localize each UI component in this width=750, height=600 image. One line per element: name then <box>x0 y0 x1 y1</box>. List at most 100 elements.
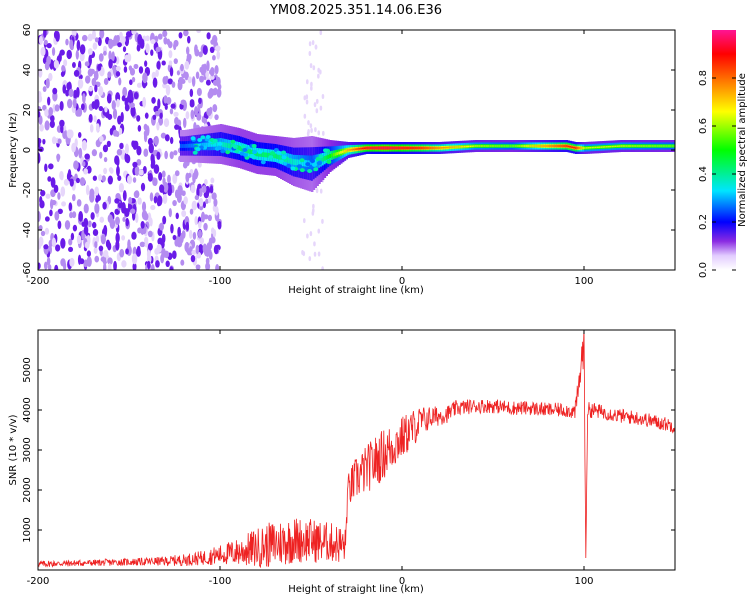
spectrogram-cell <box>551 145 554 147</box>
spectrogram-cell <box>39 196 43 205</box>
colorbar-tick-label: 0.4 <box>698 166 709 182</box>
spectrogram-cell <box>317 228 321 234</box>
spectrogram-cell <box>175 212 179 220</box>
spectrogram-cell <box>647 145 651 147</box>
spectrogram-cell <box>115 71 121 77</box>
spectrogram-cell <box>59 100 64 111</box>
spectrogram-cell <box>565 145 569 147</box>
spectrogram-cell <box>163 118 170 128</box>
spectrogram-cell <box>130 105 136 117</box>
spectrogram-cell <box>124 143 129 155</box>
spectrogram-cell <box>465 145 469 148</box>
spectrogram-cell <box>131 231 137 240</box>
spectrogram-cell <box>51 237 57 248</box>
spectrogram-cell <box>132 161 138 168</box>
spectrogram-cell <box>136 44 141 52</box>
spectrogram-cell <box>172 199 177 207</box>
spectrogram-cell <box>138 66 144 74</box>
spectrogram-cell <box>115 65 121 72</box>
spectrogram-cell <box>442 147 445 149</box>
spectrogram-cell <box>205 79 211 86</box>
spectrogram-cell <box>487 145 490 147</box>
spectrogram-cell <box>188 229 193 239</box>
spectrogram-cell <box>124 152 129 163</box>
spectrogram-cell <box>313 241 316 247</box>
spectrogram-cell <box>314 159 318 166</box>
spectrogram-cell <box>531 145 534 147</box>
spectrogram-cell <box>197 220 202 229</box>
spectrogram-cell <box>556 145 560 147</box>
spectrogram-cell <box>311 40 315 46</box>
spectrogram-cell <box>212 138 218 143</box>
spectrogram-cell <box>189 143 192 148</box>
spectrogram-cell <box>150 204 156 211</box>
spectrogram-cell <box>327 154 330 159</box>
spectrogram-cell <box>158 116 164 126</box>
spectrogram-cell <box>558 145 561 147</box>
spectrogram-cell <box>71 211 77 219</box>
spectrogram-cell <box>361 147 365 150</box>
spectrogram-cell <box>131 253 138 265</box>
spectrogram-cell <box>44 120 50 131</box>
colorbar-label: Normalized spectral amplitude <box>737 73 748 227</box>
spectrogram-cell <box>199 75 205 83</box>
spectrogram-cell <box>194 215 198 226</box>
spectrogram-cell <box>170 223 174 234</box>
spectrogram-cell <box>118 127 123 135</box>
spectrogram-cell <box>117 115 122 125</box>
spectrogram-cell <box>69 257 75 267</box>
spectrogram-cell <box>125 31 132 38</box>
spectrogram-cell <box>107 175 113 185</box>
spectrogram-cell <box>121 235 126 241</box>
colorbar-tick-label: 0.2 <box>698 214 709 230</box>
spectrogram-cell <box>247 148 250 154</box>
spectrogram-cell <box>68 88 74 98</box>
spectrogram-cell <box>181 210 187 218</box>
spectrogram-cell <box>83 168 89 175</box>
spectrogram-cell <box>163 37 168 45</box>
spectrogram-y-axis-label: Frequency (Hz) <box>8 112 19 188</box>
spectrogram-cell <box>321 156 325 162</box>
spectrogram-cell <box>212 55 216 61</box>
spectrogram-cell <box>137 34 143 46</box>
spectrogram-cell <box>137 227 143 234</box>
spectrogram-cell <box>59 170 64 180</box>
spectrogram-cell <box>48 163 54 170</box>
spectrogram-cell <box>272 153 276 159</box>
spectrogram-cell <box>123 66 128 73</box>
spectrogram-cell <box>631 145 634 147</box>
spectrogram-cell <box>206 32 211 40</box>
spectrogram-cell <box>77 78 84 89</box>
spectrogram-cell <box>65 89 70 97</box>
spectrogram-cell <box>338 151 341 155</box>
spectrogram-cell <box>660 145 663 147</box>
spectrogram-cell <box>141 201 147 212</box>
spectrogram-cell <box>223 142 227 148</box>
spectrogram-cell <box>525 145 529 147</box>
spectrogram-cell <box>69 178 74 187</box>
spectrogram-cell <box>500 145 503 147</box>
spectrogram-cell <box>616 145 620 147</box>
spectrogram-cell <box>107 242 112 251</box>
spectrogram-cell <box>352 148 356 151</box>
spectrogram-cell <box>485 145 489 147</box>
colorbar: 0.0 0.2 0.4 0.6 0.8 Normalized spectral ampl… <box>698 30 748 278</box>
spectrogram-cell <box>302 251 306 257</box>
spectrogram-cell <box>471 145 474 147</box>
spectrogram-cell <box>345 149 348 152</box>
spectrogram-cell <box>454 146 458 148</box>
spectrogram-cell <box>578 147 581 149</box>
spectrogram-cell <box>290 158 294 165</box>
spectrogram-cell <box>160 132 167 139</box>
spectrogram-cell <box>549 145 552 147</box>
spectrogram-cell <box>156 61 161 70</box>
spectrogram-cell <box>154 110 160 117</box>
spectrogram-cell <box>203 214 209 220</box>
spectrogram-cell <box>299 158 305 163</box>
spectrogram-cell <box>472 145 476 147</box>
spectrogram-cell <box>313 167 319 172</box>
spectrogram-cell <box>315 156 321 161</box>
spectrogram-cell <box>227 143 230 148</box>
spectrogram-cell <box>103 167 108 175</box>
